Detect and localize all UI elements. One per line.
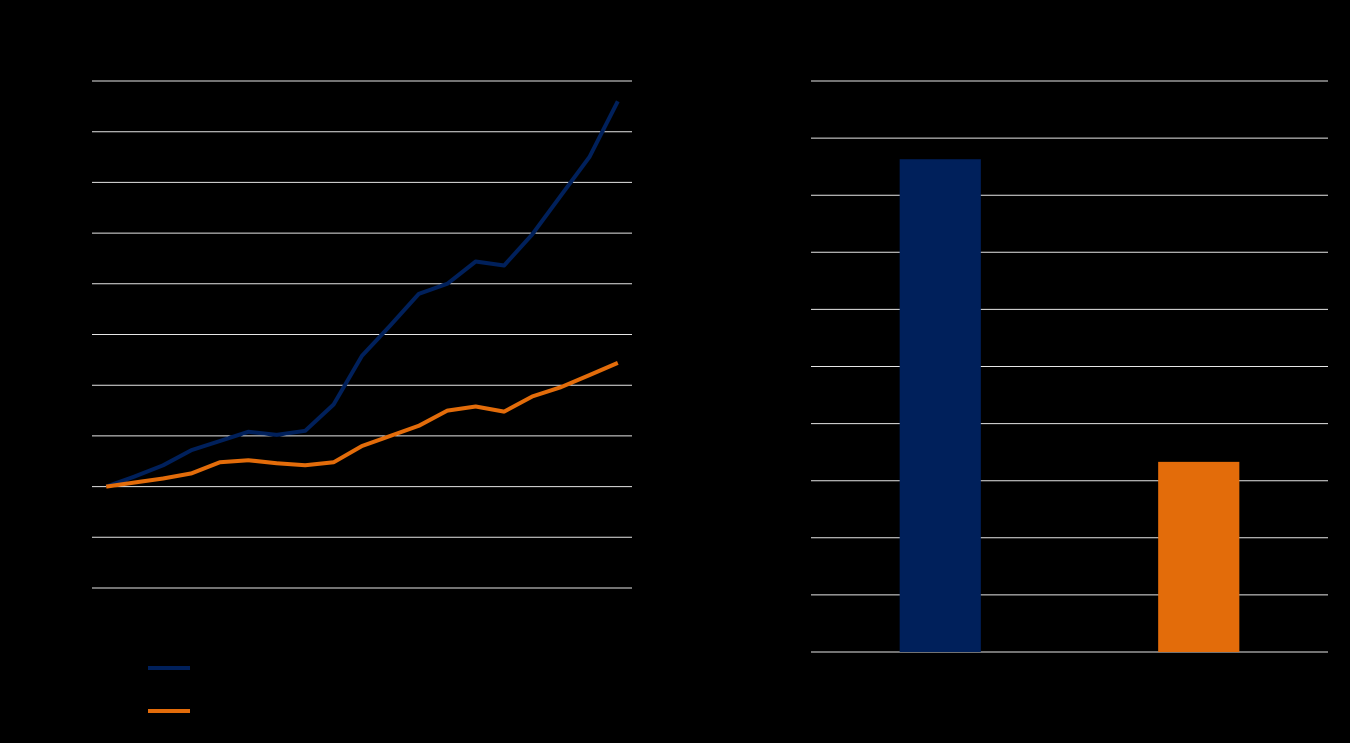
series-line	[105, 100, 620, 489]
bar	[899, 159, 981, 653]
bar	[1158, 461, 1240, 652]
series-line	[105, 361, 619, 489]
